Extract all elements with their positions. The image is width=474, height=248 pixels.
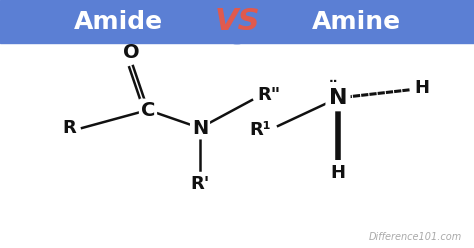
Text: R': R' xyxy=(191,175,210,193)
Text: R: R xyxy=(62,119,76,137)
Text: N: N xyxy=(329,88,347,108)
Text: Amine: Amine xyxy=(311,10,401,34)
Text: N: N xyxy=(192,119,208,137)
Circle shape xyxy=(215,0,259,44)
Text: Amide: Amide xyxy=(73,10,163,34)
Text: ··: ·· xyxy=(329,74,339,88)
Text: O: O xyxy=(123,42,139,62)
Text: C: C xyxy=(141,100,155,120)
Text: R¹: R¹ xyxy=(249,121,271,139)
Text: VS: VS xyxy=(214,7,260,36)
Text: Difference101.com: Difference101.com xyxy=(369,232,462,242)
Text: H: H xyxy=(330,164,346,182)
Text: R": R" xyxy=(257,86,281,104)
Bar xyxy=(0,0,474,43)
Text: H: H xyxy=(414,79,429,97)
